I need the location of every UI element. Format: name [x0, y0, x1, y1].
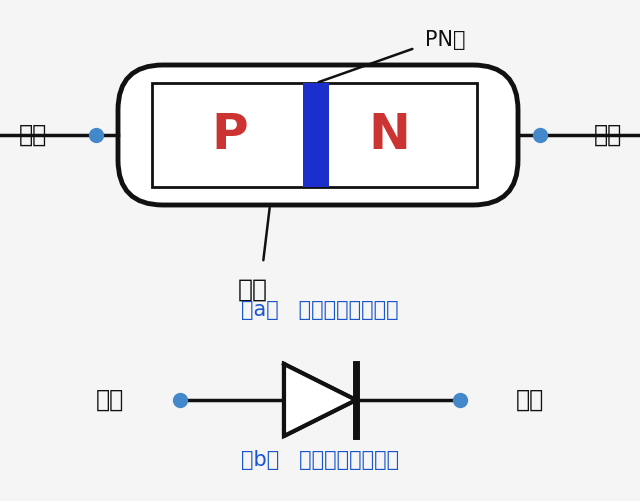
Text: （a）   二极管结构示意图: （a） 二极管结构示意图: [241, 300, 399, 320]
Text: 外壳: 外壳: [238, 278, 268, 302]
Polygon shape: [284, 364, 356, 436]
Text: 正极: 正极: [96, 388, 124, 412]
Text: P: P: [212, 111, 248, 159]
Text: PN结: PN结: [425, 30, 465, 50]
Text: 正极: 正极: [19, 123, 47, 147]
Bar: [152, 83, 477, 187]
Text: 负极: 负极: [516, 388, 544, 412]
Bar: [303, 83, 329, 187]
FancyBboxPatch shape: [118, 65, 518, 205]
Text: 负极: 负极: [594, 123, 622, 147]
Text: N: N: [368, 111, 410, 159]
Text: （b）   二极管的电路符号: （b） 二极管的电路符号: [241, 450, 399, 470]
